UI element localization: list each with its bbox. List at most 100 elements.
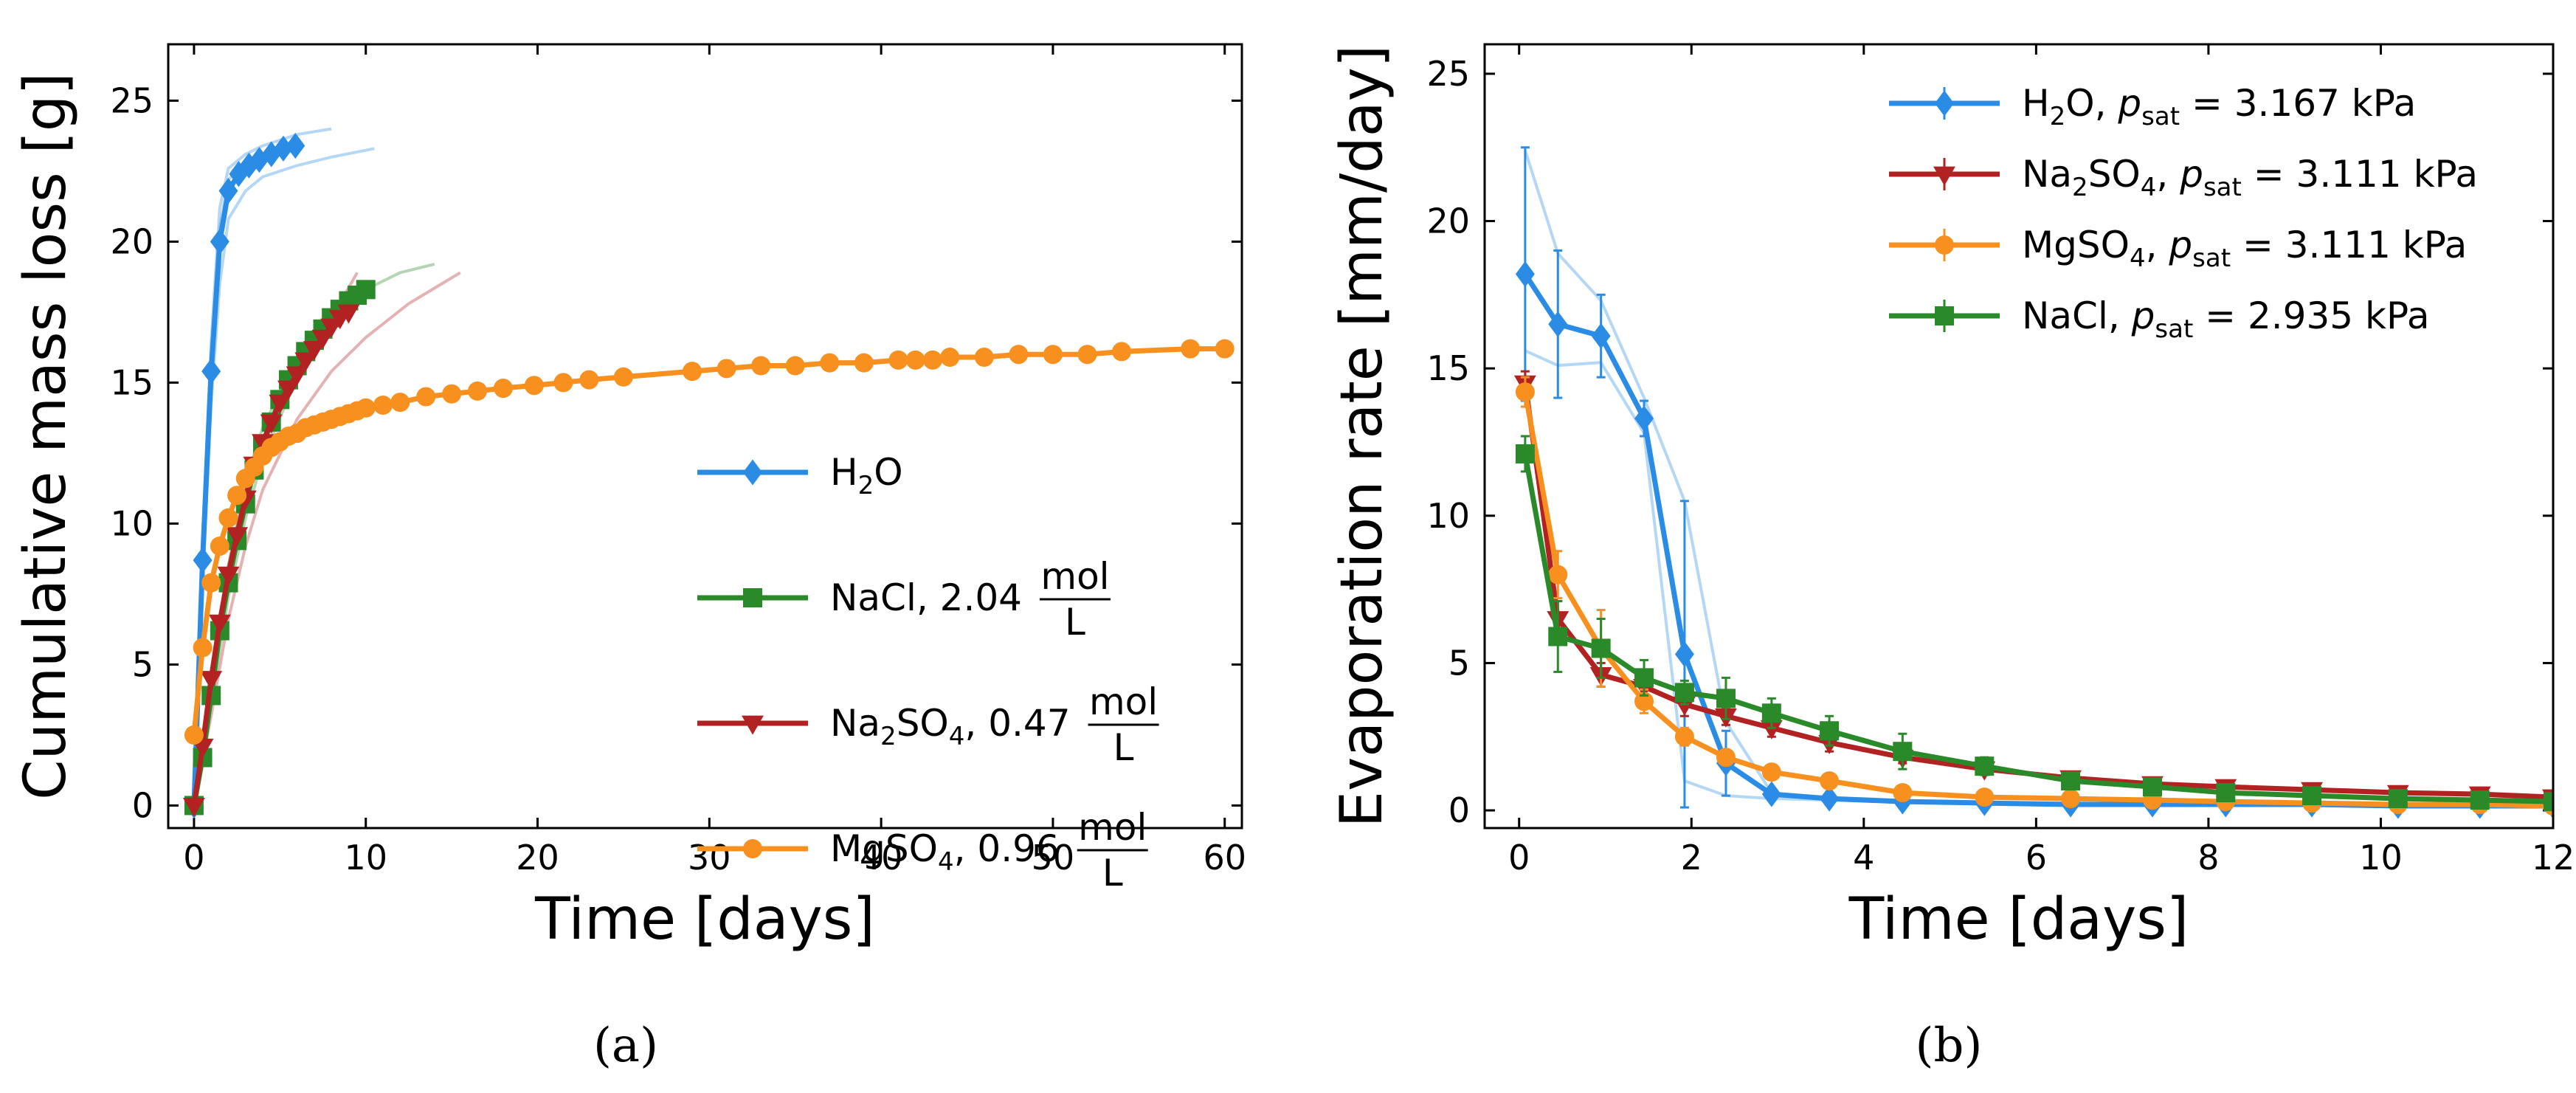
y-tick-label: 15	[1426, 348, 1470, 388]
data-point	[1820, 721, 1840, 741]
data-point	[208, 614, 231, 634]
data-point	[1009, 345, 1029, 365]
data-point	[373, 395, 393, 415]
data-point	[210, 536, 229, 556]
data-point	[226, 527, 249, 547]
x-tick-label: 8	[2197, 838, 2219, 877]
y-tick-label: 5	[132, 644, 153, 684]
x-tick-label: 0	[1508, 838, 1530, 877]
data-point	[751, 356, 771, 376]
data-point	[286, 132, 305, 159]
y-tick-label: 20	[110, 221, 153, 261]
data-point	[210, 228, 229, 255]
legend-label: NaCl, 2.04	[830, 576, 1022, 619]
data-point	[2216, 783, 2236, 803]
data-point	[294, 352, 317, 372]
data-point	[905, 350, 925, 370]
x-tick-label: 30	[688, 838, 731, 877]
data-point	[922, 350, 942, 370]
panel-b-chart: 0 2 4 6 8 10 12 0 5 10 15 20 25 Time [days] Evaporat…	[1329, 43, 2575, 953]
data-point	[1893, 742, 1913, 762]
data-point	[1761, 762, 1781, 782]
data-point	[239, 152, 259, 179]
x-tick-label: 10	[2359, 838, 2403, 877]
data-point	[442, 384, 462, 404]
panel-b-series	[1513, 146, 2553, 819]
panel-a-xlabel: Time [days]	[534, 886, 875, 953]
legend-label: NaCl, psat​ = 2.935 kPa	[2022, 294, 2430, 344]
panel-b-ticks: 0 2 4 6 8 10 12 0 5 10 15 20 25	[1426, 44, 2575, 877]
data-point	[2544, 792, 2553, 812]
data-point	[1716, 748, 1736, 768]
panel-b-xlabel: Time [days]	[1848, 886, 2189, 953]
legend-fraction-denominator: L	[1113, 726, 1134, 769]
data-point	[1515, 382, 1535, 402]
y-tick-label: 15	[110, 362, 153, 402]
legend-item: H2​O	[697, 451, 903, 500]
x-tick-label: 2	[1681, 838, 1702, 877]
legend-fraction-numerator: mol	[1089, 680, 1158, 723]
data-point	[229, 161, 249, 187]
data-point	[974, 348, 994, 368]
legend-label: H2​O, psat​ = 3.167 kPa	[2022, 82, 2416, 131]
legend-marker	[743, 459, 762, 486]
legend-fraction-denominator: L	[1065, 601, 1085, 644]
panel-b-ylabel: Evaporation rate [mm/day]	[1329, 45, 1395, 827]
panel-a-replicates	[192, 127, 461, 806]
data-point	[888, 350, 908, 370]
data-point	[1548, 565, 1568, 585]
x-tick-label: 4	[1853, 838, 1874, 877]
legend-fraction-numerator: mol	[1040, 555, 1109, 598]
y-tick-label: 25	[110, 80, 153, 120]
data-point	[1975, 787, 1995, 807]
legend-marker	[1935, 235, 1954, 255]
panel-b-legend: H2​O, psat​ = 3.167 kPa Na2​SO4​, psat​ =…	[1889, 82, 2478, 344]
data-point	[1674, 641, 1694, 667]
data-point	[416, 387, 436, 407]
y-tick-label: 0	[132, 785, 153, 825]
y-tick-label: 20	[1426, 201, 1470, 241]
data-point	[579, 370, 599, 390]
data-point	[261, 141, 281, 168]
data-point	[683, 362, 702, 382]
data-point	[1820, 785, 1840, 812]
legend-fraction-denominator: L	[1102, 852, 1123, 894]
data-point	[716, 359, 736, 379]
data-point	[940, 348, 960, 368]
y-tick-label: 10	[1426, 496, 1470, 536]
panel-a-series	[182, 132, 1235, 818]
data-point	[1181, 339, 1201, 359]
data-point	[1634, 668, 1654, 688]
legend-item: H2​O, psat​ = 3.167 kPa	[1889, 82, 2416, 131]
data-point	[260, 414, 283, 434]
data-point	[524, 376, 544, 396]
data-point	[249, 147, 269, 173]
panel-label-b: (b)	[1916, 1018, 1983, 1073]
legend-fraction-numerator: mol	[1078, 806, 1147, 849]
legend-marker	[1935, 90, 1954, 117]
panel-a-frame	[167, 43, 1243, 830]
data-point	[218, 508, 238, 528]
y-tick-label: 5	[1448, 643, 1470, 683]
data-point	[356, 398, 376, 418]
legend-marker	[743, 588, 762, 607]
x-tick-label: 6	[2026, 838, 2047, 877]
data-point	[217, 566, 240, 586]
data-point	[1043, 345, 1063, 365]
data-point	[613, 367, 633, 387]
data-point	[553, 373, 573, 393]
data-point	[1760, 720, 1783, 739]
data-point	[1112, 342, 1132, 362]
legend-marker	[1933, 166, 1955, 186]
data-point	[1548, 627, 1568, 647]
data-point	[1820, 771, 1840, 791]
data-point	[1761, 781, 1781, 807]
data-point	[1591, 323, 1611, 349]
data-point	[200, 671, 223, 691]
x-tick-label: 0	[183, 838, 204, 877]
data-point	[273, 135, 293, 162]
data-point	[1674, 727, 1694, 747]
